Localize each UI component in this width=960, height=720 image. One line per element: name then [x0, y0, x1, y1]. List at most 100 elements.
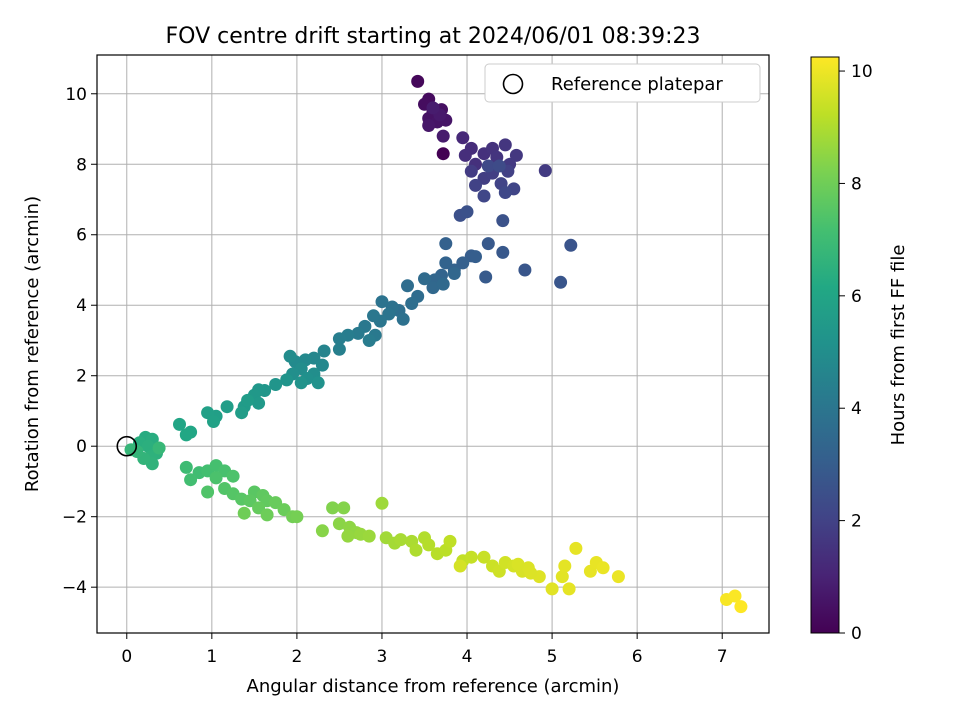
data-point: [237, 506, 251, 520]
data-point: [351, 326, 365, 340]
data-point: [611, 570, 625, 584]
data-point: [332, 342, 346, 356]
data-point: [375, 496, 389, 510]
data-point: [422, 538, 436, 552]
data-point: [728, 589, 742, 603]
y-tick-label: −4: [62, 578, 87, 598]
data-point: [418, 272, 431, 286]
data-point: [179, 428, 193, 442]
data-point: [294, 376, 308, 390]
data-point: [555, 570, 569, 584]
data-point: [426, 101, 440, 115]
data-point: [409, 543, 423, 557]
data-point: [326, 501, 340, 515]
data-point: [464, 550, 478, 564]
x-tick-label: 5: [547, 647, 558, 667]
chart-title: FOV centre drift starting at 2024/06/01 …: [166, 24, 701, 49]
data-point: [207, 415, 220, 428]
x-ticks: 0 1 2 3 4 5 6 7: [121, 633, 728, 667]
x-tick-label: 6: [632, 647, 643, 667]
data-point: [456, 131, 470, 145]
data-point: [283, 349, 297, 363]
colorbar-tick-label: 6: [851, 287, 862, 307]
data-point: [337, 501, 351, 515]
colorbar-tick-label: 8: [851, 174, 862, 194]
colorbar-ticks: 0 2 4 6 8 10: [839, 62, 873, 644]
data-point: [226, 469, 240, 483]
data-point: [439, 256, 453, 270]
colorbar-tick-label: 10: [851, 62, 873, 82]
data-point: [252, 396, 266, 410]
data-point: [426, 281, 440, 295]
data-point: [469, 178, 482, 192]
data-point: [367, 309, 380, 323]
reference-marker-circle-icon: [116, 435, 138, 457]
data-point: [734, 600, 748, 614]
data-point: [362, 529, 376, 543]
data-point: [315, 524, 329, 538]
legend-entry: Reference platepar: [551, 74, 723, 95]
data-point: [481, 159, 495, 173]
data-point: [477, 550, 491, 564]
colorbar: 0 2 4 6 8 10 Hours from first FF file: [810, 56, 909, 644]
data-point: [545, 582, 559, 596]
data-point: [436, 147, 450, 161]
data-point: [456, 256, 470, 270]
y-tick-label: 10: [65, 85, 87, 105]
colorbar-gradient: [810, 56, 840, 634]
data-point: [477, 189, 491, 203]
y-tick-label: 0: [76, 437, 87, 457]
data-point: [538, 164, 552, 178]
x-tick-label: 3: [377, 647, 388, 667]
colorbar-label: Hours from first FF file: [888, 245, 909, 446]
data-point: [317, 344, 331, 358]
data-point: [439, 237, 453, 251]
data-point: [496, 214, 510, 228]
colorbar-tick-label: 2: [851, 512, 862, 532]
colorbar-tick-label: 4: [851, 399, 862, 419]
data-point: [562, 582, 576, 596]
data-point: [405, 297, 419, 310]
x-tick-label: 7: [717, 647, 728, 667]
data-point: [152, 441, 166, 455]
data-point: [564, 238, 578, 252]
data-point: [511, 557, 525, 571]
data-point: [569, 541, 583, 555]
data-point: [311, 376, 325, 390]
data-point: [394, 533, 408, 547]
data-point: [341, 529, 355, 543]
data-point: [241, 393, 255, 407]
x-tick-label: 2: [291, 647, 302, 667]
y-tick-label: −2: [62, 508, 87, 528]
data-point: [554, 275, 568, 289]
data-point: [496, 245, 510, 259]
data-point: [315, 358, 329, 372]
plot-points: [116, 74, 748, 614]
data-point: [290, 510, 304, 524]
data-point: [469, 250, 482, 264]
y-tick-label: 6: [76, 226, 87, 246]
x-axis-label: Angular distance from reference (arcmin): [247, 676, 620, 697]
data-point: [447, 267, 461, 280]
data-point: [524, 566, 538, 580]
data-point: [422, 119, 436, 132]
data-point: [464, 164, 478, 178]
data-point: [375, 295, 389, 309]
data-point: [558, 559, 572, 573]
data-point: [220, 400, 234, 414]
data-point: [173, 417, 186, 431]
plot-frame: [96, 54, 770, 634]
data-point: [596, 561, 610, 575]
grid: [97, 55, 769, 633]
data-point: [481, 237, 495, 251]
x-tick-label: 1: [206, 647, 217, 667]
data-point: [362, 334, 376, 347]
data-point: [269, 378, 283, 391]
data-point: [396, 312, 410, 326]
data-point: [332, 517, 346, 531]
legend-box: [484, 63, 761, 103]
data-point: [235, 406, 249, 420]
data-point: [460, 205, 474, 219]
y-axis-label: Rotation from reference (arcmin): [22, 196, 43, 492]
data-point: [382, 307, 396, 321]
